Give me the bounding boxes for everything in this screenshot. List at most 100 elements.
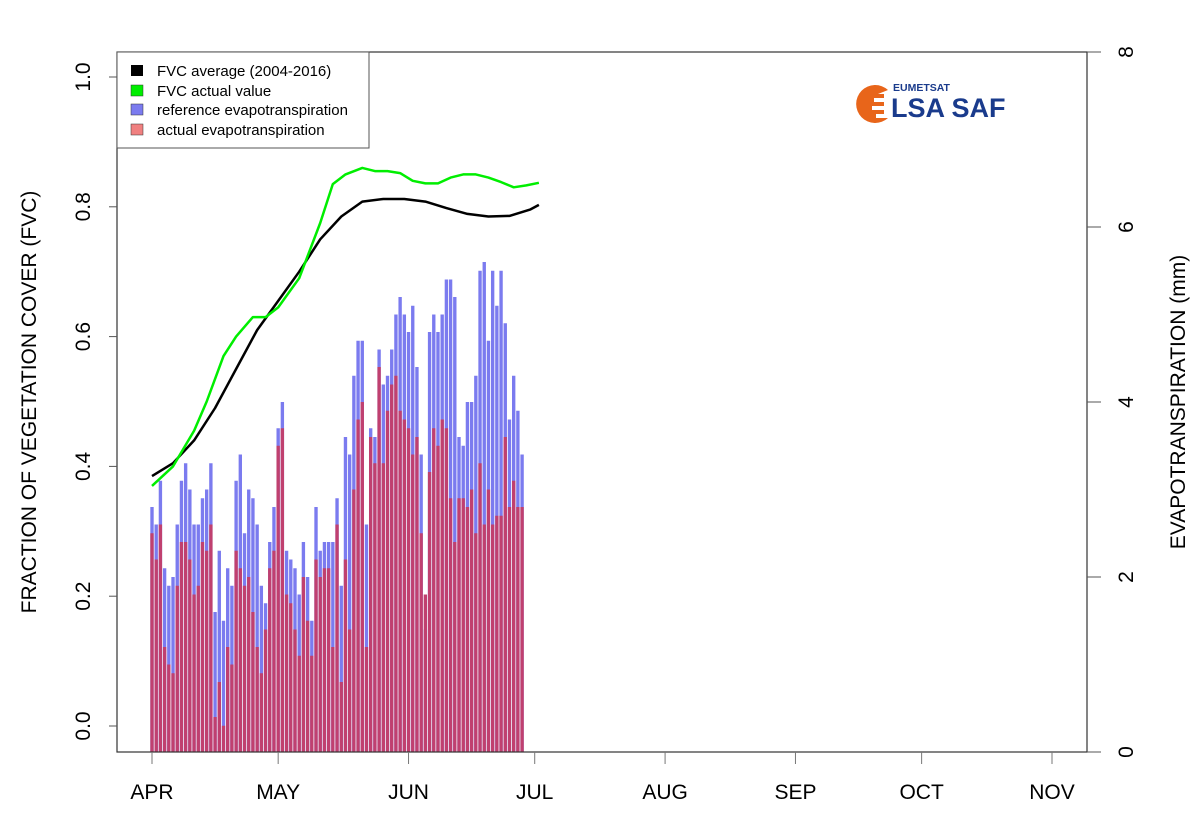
actual-et-bar <box>247 577 251 752</box>
reference-et-bar <box>339 585 343 752</box>
actual-et-bar <box>512 480 516 752</box>
fvc-lines <box>151 166 540 487</box>
actual-et-bar <box>369 437 373 752</box>
actual-et-bar <box>293 629 297 752</box>
actual-et-bar <box>196 585 200 752</box>
actual-et-bar <box>284 594 289 752</box>
actual-et-bar <box>268 568 272 752</box>
reference-et-bar <box>171 577 175 752</box>
actual-et-bar <box>179 542 184 752</box>
actual-et-bar <box>377 367 381 752</box>
actual-et-bar <box>158 524 163 752</box>
actual-et-bar <box>457 498 461 752</box>
reference-et-bar <box>217 550 221 752</box>
reference-et-bar <box>364 524 369 752</box>
x-tick-label: SEP <box>774 781 816 804</box>
y-tick-label-left: 0.2 <box>72 582 95 611</box>
actual-et-bar <box>167 664 171 752</box>
legend-box <box>116 51 370 149</box>
actual-et-bar <box>188 559 192 752</box>
actual-et-bar <box>230 664 234 752</box>
actual-et-bar <box>154 559 158 752</box>
y-tick-label-right: 6 <box>1115 221 1138 233</box>
actual-et-bar <box>175 585 179 752</box>
x-tick-label: JUN <box>388 781 429 804</box>
actual-et-bar <box>406 428 411 752</box>
legend: FVC average (2004-2016) FVC actual value… <box>116 51 370 149</box>
y-axis-right: 0 2 4 6 8 <box>1087 46 1138 758</box>
actual-et-bar <box>381 463 385 752</box>
actual-et-bar <box>423 594 428 752</box>
actual-et-bar <box>444 428 449 752</box>
legend-swatch-actual-et <box>130 123 144 136</box>
y-tick-label-left: 1.0 <box>72 62 95 91</box>
actual-et-bar <box>204 550 209 752</box>
actual-et-bar <box>398 410 402 752</box>
actual-et-bar <box>192 594 196 752</box>
actual-et-bar <box>213 717 217 752</box>
actual-et-bar <box>209 524 213 752</box>
x-tick-label: NOV <box>1029 781 1075 804</box>
actual-et-bar <box>150 533 154 752</box>
actual-et-bar <box>272 550 276 752</box>
reference-et-bar <box>255 524 259 752</box>
y-tick-label-left: 0.0 <box>72 711 95 740</box>
actual-et-bar <box>373 463 377 752</box>
legend-swatch-reference-et <box>130 103 144 116</box>
actual-et-bar <box>255 647 259 752</box>
actual-et-bar <box>440 419 444 752</box>
actual-et-bar <box>448 498 453 752</box>
actual-et-bar <box>461 498 465 752</box>
actual-et-bar <box>490 524 495 752</box>
y-tick-label-right: 4 <box>1115 396 1138 408</box>
actual-et-bar <box>385 410 390 752</box>
actual-et-bar <box>347 629 352 752</box>
x-tick-label: AUG <box>642 781 688 804</box>
actual-et-bar <box>394 375 398 752</box>
actual-et-bar <box>263 629 268 752</box>
actual-et-bar <box>402 419 407 752</box>
x-tick-label: JUL <box>516 781 553 804</box>
y-tick-label-right: 8 <box>1115 46 1138 58</box>
actual-et-bar <box>221 725 226 752</box>
actual-et-bar <box>499 515 503 752</box>
y-tick-label-left: 0.4 <box>72 451 95 481</box>
reference-et-bar <box>259 585 264 752</box>
actual-et-bar <box>339 682 343 752</box>
actual-et-bar <box>242 585 247 752</box>
actual-et-bar <box>322 568 327 752</box>
legend-swatch-fvc-actual <box>130 84 144 97</box>
legend-label-fvc-actual: FVC actual value <box>157 83 271 100</box>
actual-et-bar <box>474 533 478 752</box>
x-tick-label: OCT <box>899 781 944 804</box>
actual-et-bar <box>436 445 440 752</box>
actual-et-bar <box>318 577 322 752</box>
actual-et-bars <box>150 367 524 752</box>
fvc-actual-line <box>151 166 540 487</box>
actual-et-bar <box>234 550 238 752</box>
actual-et-bar <box>516 507 520 752</box>
actual-et-bar <box>360 402 364 752</box>
actual-et-bar <box>226 647 230 752</box>
actual-et-bar <box>310 655 314 752</box>
actual-et-bar <box>251 612 255 752</box>
actual-et-bar <box>301 577 306 752</box>
actual-et-bar <box>411 454 415 752</box>
reference-et-bar <box>490 270 495 752</box>
lsa-saf-logo: EUMETSAT LSA SAF <box>856 82 1006 123</box>
actual-et-bar <box>217 682 221 752</box>
actual-et-bar <box>486 489 491 752</box>
y-axis-left: 0.0 0.2 0.4 0.6 0.8 1.0 <box>72 62 117 741</box>
actual-et-bar <box>259 673 264 752</box>
actual-et-bar <box>289 603 293 752</box>
actual-et-bar <box>453 542 457 752</box>
y-tick-label-left: 0.8 <box>72 192 95 221</box>
actual-et-bar <box>507 507 512 752</box>
reference-et-bar <box>213 612 217 752</box>
y-tick-label-right: 0 <box>1115 746 1138 758</box>
actual-et-bar <box>171 673 175 752</box>
actual-et-bar <box>465 507 470 752</box>
actual-et-bar <box>335 524 339 752</box>
legend-label-fvc-average: FVC average (2004-2016) <box>157 63 331 80</box>
